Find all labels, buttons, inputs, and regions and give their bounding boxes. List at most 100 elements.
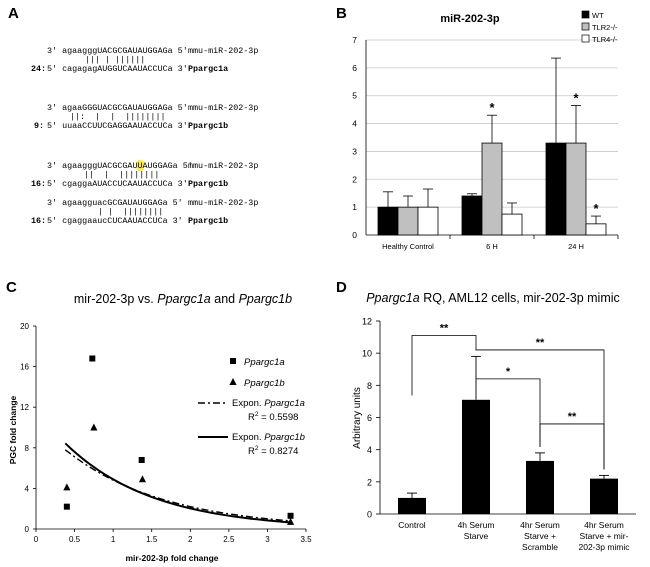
legend-marker-square	[230, 358, 236, 364]
chart-c-points	[63, 355, 295, 525]
legend-trend-label: Expon. Ppargc1a	[232, 398, 305, 409]
x-tick-label: 0	[34, 535, 39, 544]
x-tick-label: 4h Serum	[458, 520, 495, 530]
y-tick-label: 1	[352, 202, 357, 212]
significance-label: **	[440, 322, 449, 334]
alignment-1-pairs: ||| | ||||||	[85, 55, 145, 65]
y-tick-label: 0	[25, 525, 30, 534]
y-tick-label: 4	[367, 445, 372, 455]
chart-c-trendlines	[64, 442, 291, 524]
panel-label-b: B	[336, 5, 347, 22]
point-ppargc1b	[90, 423, 98, 431]
chart-b-legend: WT TLR2-/- TLR4-/-	[581, 10, 618, 44]
chart-b-x-ticks: Healthy Control 6 H 24 H	[382, 242, 584, 251]
alignment-2-gene: Ppargc1b	[188, 121, 228, 131]
chart-d-ylabel: Arbitrary units	[352, 387, 363, 449]
y-tick-label: 6	[352, 63, 357, 73]
alignment-2-mirna: mmu-miR-202-3p	[188, 103, 258, 113]
point-ppargc1b	[286, 517, 295, 525]
chart-c-y-ticks: 0 4 8 12 16 20	[20, 322, 29, 534]
chart-d-title-gene: Ppargc1a	[366, 291, 420, 305]
chart-c-xlabel: mir-202-3p fold change	[125, 553, 218, 563]
legend-label: WT	[592, 11, 604, 20]
y-tick-label: 8	[25, 444, 30, 453]
significance-bracket	[539, 423, 605, 470]
legend-trend-name: Ppargc1a	[264, 398, 305, 409]
bar-tlr2	[565, 142, 587, 236]
mismatch-highlight	[136, 160, 144, 171]
y-tick-label: 10	[362, 349, 372, 359]
x-tick-label: 1	[111, 535, 116, 544]
chart-d-y-ticks: 0 2 4 6 8 10 12	[362, 317, 372, 520]
alignment-2-top: 3' agaaGGGUACGCGAUAUGGAGa 5'	[47, 103, 188, 113]
r2-sup: 2	[255, 411, 259, 418]
panel-b-chart: miR-202-3p * * * 0 1 2 3 4 5 6 7 Healthy Control 6…	[352, 10, 619, 251]
point-ppargc1a	[89, 355, 96, 362]
chart-c-title-part-3: and	[211, 292, 239, 306]
legend-trend-prefix: Expon.	[232, 432, 264, 443]
chart-c-title: mir-202-3p vs. Ppargc1a and Ppargc1b	[74, 292, 292, 306]
chart-b-y-ticks: 0 1 2 3 4 5 6 7	[352, 35, 357, 240]
alignment-2-score: 9:	[34, 121, 44, 131]
significance-label: **	[568, 411, 577, 423]
legend-label: TLR4-/-	[592, 35, 618, 44]
y-tick-label: 6	[367, 413, 372, 423]
bar-tlr2	[481, 142, 503, 236]
chart-c-ylabel: PGC fold change	[8, 395, 18, 464]
bar	[462, 399, 490, 514]
legend-trend-prefix: Expon.	[232, 398, 264, 409]
point-ppargc1a	[287, 512, 294, 519]
alignment-1-mirna: mmu-miR-202-3p	[188, 46, 258, 56]
y-tick-label: 7	[352, 35, 357, 45]
panel-label-a: A	[8, 5, 19, 22]
legend-swatch	[581, 22, 590, 31]
alignment-3-bottom: 5' cgaggaAUACCUCAAUACCUCa 3'	[47, 179, 188, 189]
alignment-4-mirna: mmu-miR-202-3p	[188, 198, 258, 208]
y-tick-label: 20	[20, 322, 29, 331]
alignment-1-bottom: 5' cagagagAUGGUCAAUACCUCa 3'	[47, 64, 188, 74]
bar-tlr4	[417, 206, 439, 236]
y-tick-label: 4	[25, 484, 30, 493]
x-tick-label: 0.5	[69, 535, 81, 544]
r2-value: = 0.5598	[259, 412, 299, 423]
x-tick-label: Control	[398, 520, 426, 530]
chart-c-title-part-2: Ppargc1a	[157, 292, 211, 306]
chart-d-bars	[398, 355, 618, 514]
legend-trend-label: Expon. Ppargc1b	[232, 432, 305, 443]
alignment-4-top: 3' agaagguacGCGAUAUGGAGa 5'	[47, 198, 183, 208]
y-tick-label: 2	[352, 174, 357, 184]
significance-star: *	[593, 201, 599, 216]
r2-value: = 0.8274	[259, 446, 299, 457]
legend-marker-triangle	[229, 378, 237, 385]
x-tick-label: 4hr Serum	[584, 520, 624, 530]
alignment-1-top: 3' agaagggUACGCGAUAUGGAGa 5'	[47, 46, 188, 56]
point-ppargc1b	[63, 483, 71, 491]
chart-c-x-ticks: 0 0.5 1 1.5 2 2.5 3 3.5	[34, 535, 312, 544]
alignment-3-score: 16:	[31, 179, 46, 189]
panel-d-chart: Ppargc1a RQ, AML12 cells, mir-202-3p mim…	[352, 291, 636, 552]
alignment-4-bottom: 5' cgaggaaucCUCAAUACCUCa 3'	[47, 216, 183, 226]
chart-d-title-rest: RQ, AML12 cells, mir-202-3p mimic	[420, 291, 620, 305]
highlighted-base: U	[132, 161, 137, 171]
panel-label-d: D	[336, 279, 347, 296]
y-tick-label: 2	[367, 477, 372, 487]
x-tick-label: 1.5	[146, 535, 158, 544]
bar	[590, 478, 618, 514]
x-tick-label: Starve +	[524, 531, 556, 541]
legend-swatch	[581, 34, 590, 43]
bar-tlr4	[501, 213, 523, 236]
chart-c-title-part-1: mir-202-3p vs.	[74, 292, 157, 306]
significance-label: **	[536, 337, 545, 349]
legend-r2: R2 = 0.5598	[248, 411, 298, 423]
alignment-4-gene: Ppargc1b	[188, 216, 228, 226]
y-tick-label: 12	[362, 317, 372, 327]
x-tick-label: 2	[188, 535, 193, 544]
bar-wt	[461, 195, 483, 236]
legend-label: Ppargc1b	[244, 378, 285, 389]
y-tick-label: 16	[20, 363, 29, 372]
y-tick-label: 3	[352, 146, 357, 156]
chart-d-title: Ppargc1a RQ, AML12 cells, mir-202-3p mim…	[366, 291, 620, 305]
x-tick-label: 6 H	[486, 242, 498, 251]
alignment-2-bottom: 5' uuaaCCUUCGAGGAAUACCUCa 3'	[47, 121, 188, 131]
